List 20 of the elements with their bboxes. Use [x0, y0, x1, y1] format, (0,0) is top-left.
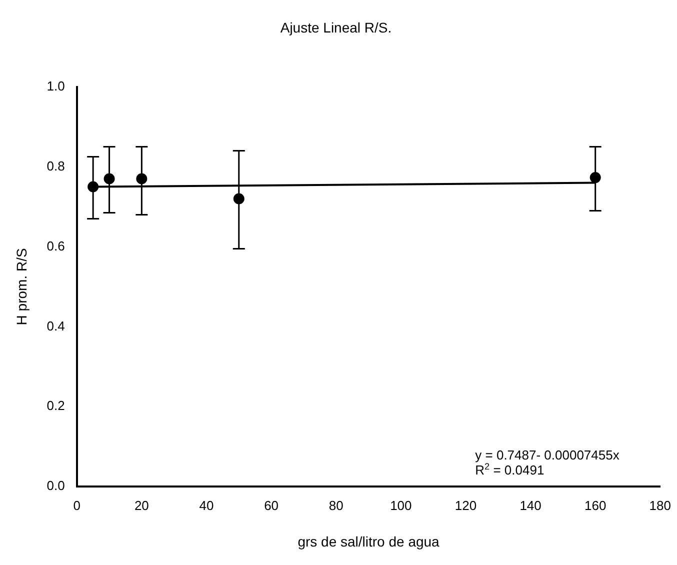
- chart-title: Ajuste Lineal R/S.: [280, 19, 392, 36]
- y-tick-label: 0.2: [46, 398, 65, 414]
- x-tick-label: 120: [454, 498, 477, 513]
- x-tick-label: 60: [264, 498, 279, 513]
- y-tick-label: 1.0: [46, 78, 65, 94]
- x-tick-label: 80: [328, 498, 344, 513]
- y-tick-label: 0.8: [46, 158, 65, 174]
- x-tick-label: 160: [584, 498, 606, 513]
- y-axis-title: H prom. R/S: [13, 248, 30, 326]
- x-tick-label: 0: [73, 498, 80, 513]
- y-tick-label: 0.6: [46, 238, 65, 254]
- x-tick-label: 100: [390, 498, 412, 513]
- annotation: y = 0.7487- 0.00007455x: [475, 448, 620, 463]
- x-tick-label: 20: [134, 498, 149, 513]
- x-axis-title: grs de sal/litro de agua: [298, 533, 440, 550]
- y-tick-label: 0.0: [46, 478, 65, 494]
- y-tick-label: 0.4: [46, 318, 65, 334]
- x-tick-label: 180: [649, 498, 672, 513]
- x-tick-label: 140: [520, 498, 542, 513]
- x-tick-label: 40: [199, 498, 214, 513]
